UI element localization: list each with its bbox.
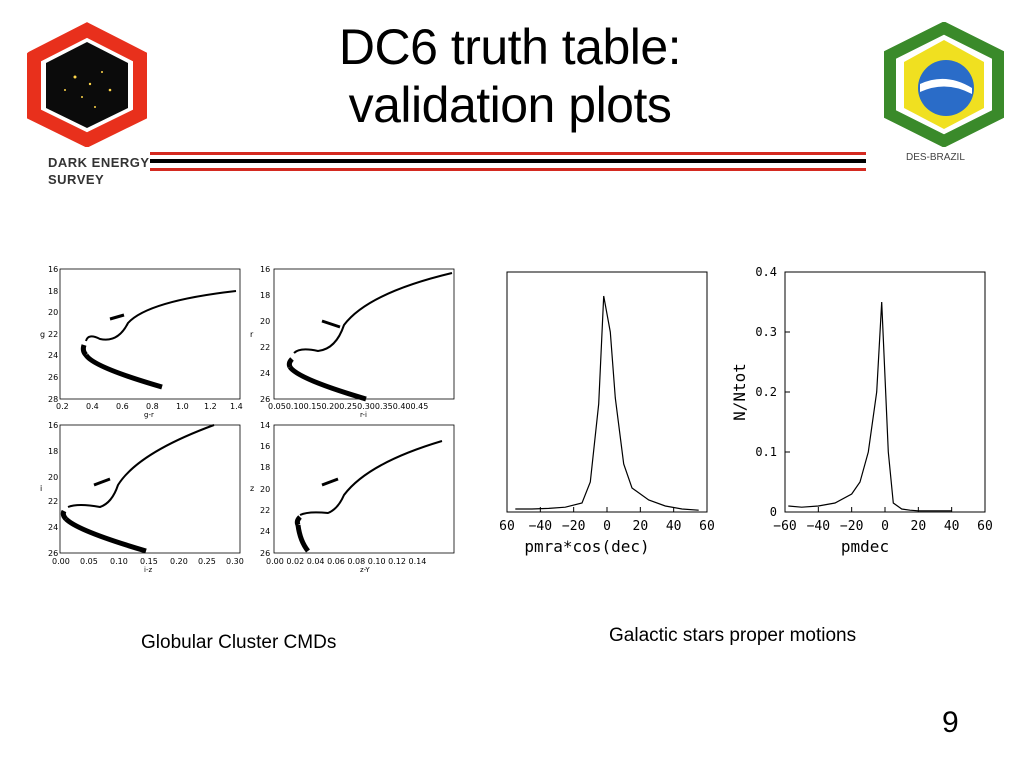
pmra-xtick-label: 60 xyxy=(499,519,515,534)
tick-label: 0.00 xyxy=(52,557,70,566)
tick-label: 16 xyxy=(48,421,58,430)
pmdec-ytick-label: 0.4 xyxy=(755,265,777,279)
pmdec-ylabel: N/Ntot xyxy=(730,363,749,421)
tick-label: 26 xyxy=(48,549,58,558)
tick-label: 18 xyxy=(48,447,58,456)
tick-label: 0.15 xyxy=(140,557,158,566)
pmdec-xlabel: pmdec xyxy=(841,537,889,556)
pmdec-xtick-label: −60 xyxy=(773,519,796,534)
pmdec-xtick-label: 60 xyxy=(977,519,993,534)
pmra-xtick-label: −40 xyxy=(529,519,552,534)
des-brazil-logo: DES-BRAZIL xyxy=(874,21,1014,172)
axis-label: r xyxy=(250,330,254,339)
pmdec-ytick-label: 0.2 xyxy=(755,385,777,399)
pmdec-ytick-label: 0.1 xyxy=(755,445,777,459)
tick-label: 24 xyxy=(48,523,58,532)
tick-label: 1.2 xyxy=(204,402,217,411)
pm-plots-svg: 60 −40 −20 0 20 40 60 pmra*cos(dec) −60 −40 −20 0 20… xyxy=(499,265,993,556)
tick-label: 14 xyxy=(260,421,270,430)
tick-label: 22 xyxy=(260,506,270,515)
tick-label: 20 xyxy=(260,317,270,326)
tick-label: 18 xyxy=(260,463,270,472)
page-number: 9 xyxy=(942,706,959,739)
tick-label: 0.10 xyxy=(110,557,128,566)
pmdec-xtick-label: −40 xyxy=(807,519,830,534)
tick-label: 0.8 xyxy=(146,402,159,411)
tick-label: 0.4 xyxy=(86,402,99,411)
pmra-series-line xyxy=(515,295,699,511)
tick-label: 20 xyxy=(48,473,58,482)
des-logo-line1: DARK ENERGY xyxy=(48,155,150,170)
axis-label: z xyxy=(250,484,254,493)
des-brazil-hexagon-icon xyxy=(884,21,1014,148)
axis-label: r-i xyxy=(360,411,367,419)
tick-label: 20 xyxy=(260,485,270,494)
cmd-panel-iz: 16 18 20 22 24 26 i 0.00 0.05 0.10 0.15 … xyxy=(40,421,244,574)
tick-label: 0.2 xyxy=(56,402,69,411)
caption-cmd: Globular Cluster CMDs xyxy=(141,632,337,653)
pmra-xtick-label: 60 xyxy=(699,519,715,534)
tick-label: 0.6 xyxy=(116,402,129,411)
tick-label: 28 xyxy=(48,395,58,404)
tick-label: 0.05 xyxy=(80,557,98,566)
axis-label: i xyxy=(40,484,42,493)
pmdec-ytick-label: 0 xyxy=(770,505,777,519)
tick-label: 0.050.100.150.200.250.300.350.400.45 xyxy=(268,402,428,411)
pmra-xlabel: pmra*cos(dec) xyxy=(524,537,649,556)
axis-label: g-r xyxy=(144,411,154,419)
cmd-panel-zy: 14 16 18 20 22 24 26 z 0.00 0.02 0.04 0.… xyxy=(250,421,455,574)
tick-label: 16 xyxy=(48,265,58,274)
tick-label: 20 xyxy=(48,308,58,317)
des-logo: DARK ENERGY SURVEY xyxy=(20,22,155,197)
des-logo-line2: SURVEY xyxy=(48,172,105,187)
cmd-plots-svg: 16 18 20 22 24 26 28 g 0.2 0.4 0.6 0.8 1… xyxy=(40,265,455,574)
tick-label: 22 xyxy=(48,330,58,339)
pmdec-series-line xyxy=(788,301,952,512)
pmra-xtick-label: −20 xyxy=(562,519,585,534)
caption-pm: Galactic stars proper motions xyxy=(609,625,857,646)
axis-label: g xyxy=(40,330,45,339)
header-stripes xyxy=(150,152,866,176)
cmd-panel-ri: 16 18 20 22 24 26 r 0.050.100.150.200.25… xyxy=(250,265,455,419)
cmd-figure: 16 18 20 22 24 26 28 g 0.2 0.4 0.6 0.8 1… xyxy=(38,263,458,578)
tick-label: 16 xyxy=(260,265,270,274)
axis-label: i-z xyxy=(144,566,152,574)
tick-label: 26 xyxy=(260,549,270,558)
tick-label: 24 xyxy=(48,351,58,360)
cmd-panel-gr: 16 18 20 22 24 26 28 g 0.2 0.4 0.6 0.8 1… xyxy=(40,265,243,419)
tick-label: 22 xyxy=(48,497,58,506)
tick-label: 0.20 xyxy=(170,557,188,566)
pmdec-ytick-label: 0.3 xyxy=(755,325,777,339)
tick-label: 1.0 xyxy=(176,402,189,411)
axis-label: z-Y xyxy=(360,566,370,574)
tick-label: 18 xyxy=(260,291,270,300)
slide-title: DC6 truth table: validation plots xyxy=(250,18,770,134)
tick-label: 22 xyxy=(260,343,270,352)
pmdec-xtick-label: 40 xyxy=(944,519,960,534)
pm-figure: 60 −40 −20 0 20 40 60 pmra*cos(dec) −60 −40 −20 0 20… xyxy=(495,262,1005,572)
pmra-frame xyxy=(506,271,708,513)
pmdec-xtick-label: 20 xyxy=(911,519,927,534)
tick-label: 0.30 xyxy=(226,557,244,566)
pmra-xtick-label: 0 xyxy=(603,519,611,534)
pmdec-frame xyxy=(784,271,986,513)
tick-label: 24 xyxy=(260,527,270,536)
pmdec-xtick-label: 0 xyxy=(881,519,889,534)
title-line-2: validation plots xyxy=(348,77,672,133)
tick-label: 0.00 0.02 0.04 0.06 0.08 0.10 0.12 0.14 xyxy=(266,557,426,566)
pmra-xtick-label: 20 xyxy=(633,519,649,534)
tick-label: 24 xyxy=(260,369,270,378)
tick-label: 1.4 xyxy=(230,402,243,411)
tick-label: 0.25 xyxy=(198,557,216,566)
tick-label: 26 xyxy=(260,395,270,404)
des-brazil-label: DES-BRAZIL xyxy=(906,152,965,163)
title-line-1: DC6 truth table: xyxy=(338,19,682,75)
pmdec-xtick-label: −20 xyxy=(840,519,863,534)
pmra-xtick-label: 40 xyxy=(666,519,682,534)
des-hexagon-icon xyxy=(20,22,147,148)
tick-label: 18 xyxy=(48,287,58,296)
tick-label: 26 xyxy=(48,373,58,382)
tick-label: 16 xyxy=(260,442,270,451)
